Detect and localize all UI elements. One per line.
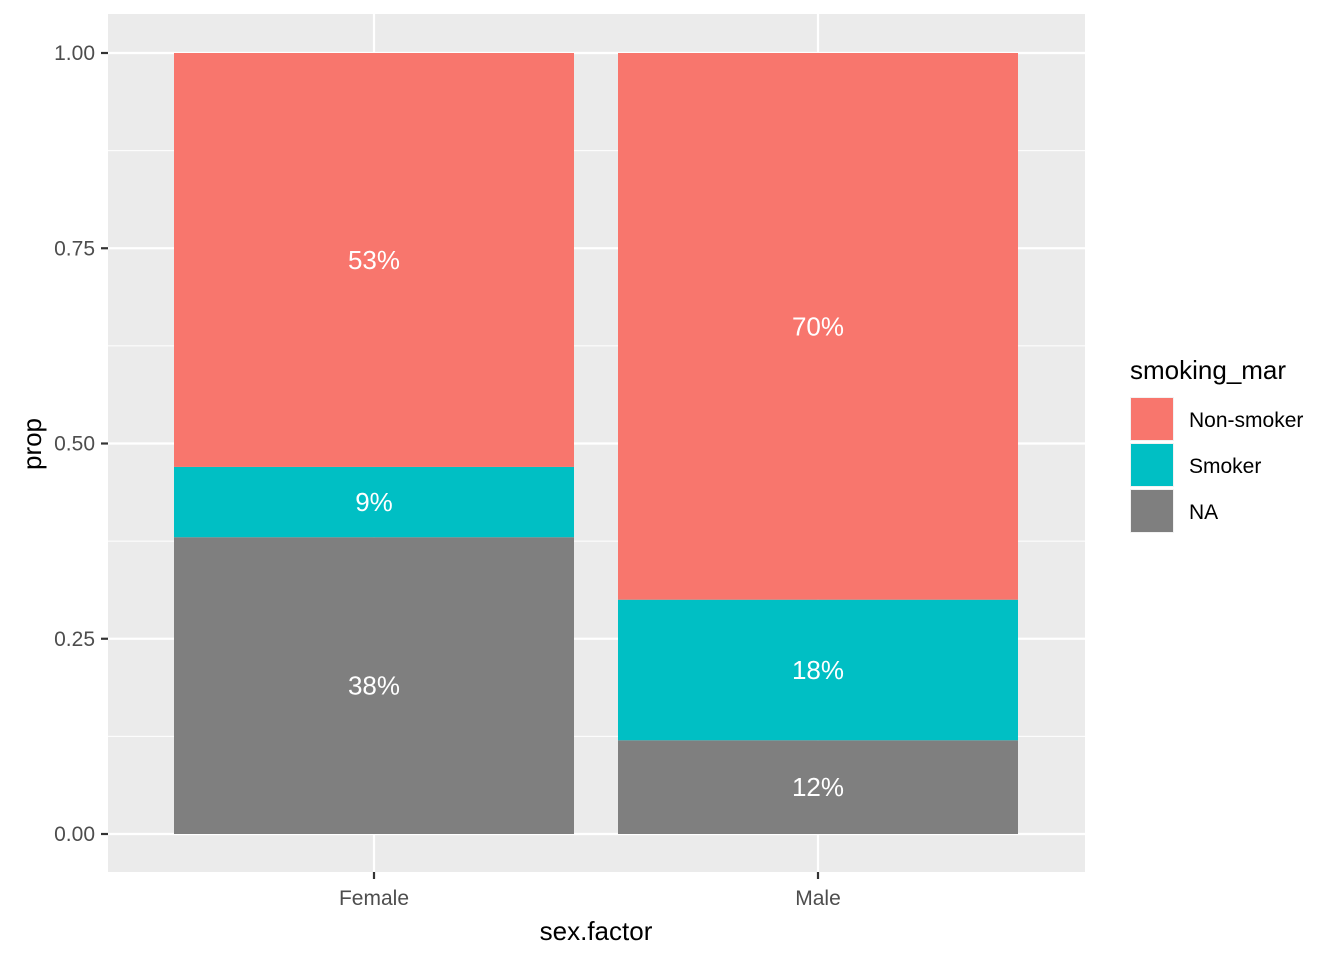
legend-label: Non-smoker	[1189, 409, 1303, 432]
legend-label: Smoker	[1189, 455, 1261, 478]
y-tick-label: 0.50	[54, 433, 95, 456]
bar-segments	[174, 53, 1018, 834]
y-tick-label: 1.00	[54, 42, 95, 65]
bar-segment-female-smoker	[174, 466, 574, 538]
legend-key-swatch	[1131, 490, 1173, 532]
legend-title: smoking_mar	[1130, 355, 1286, 385]
bar-value-label: 53%	[348, 245, 400, 275]
y-tick-label: 0.00	[54, 823, 95, 846]
bar-value-label: 9%	[355, 487, 393, 517]
legend: smoking_mar Non-smoker Smoker NA	[1130, 355, 1303, 533]
bar-segment-male-na	[618, 740, 1018, 834]
bar-segment-male-smoker	[618, 599, 1018, 741]
bar-segment-female-non-smoker	[174, 53, 574, 467]
x-axis: Female Male	[339, 872, 841, 910]
x-tick-label: Female	[339, 887, 409, 910]
bar-value-label: 12%	[792, 772, 844, 802]
y-tick-label: 0.25	[54, 628, 95, 651]
bar-segment-male-non-smoker	[618, 53, 1018, 600]
y-axis: 0.00 0.25 0.50 0.75 1.00	[54, 42, 108, 846]
legend-label: NA	[1189, 501, 1218, 524]
bar-segment-female-na	[174, 537, 574, 834]
bar-value-label: 70%	[792, 311, 844, 341]
bar-value-label: 18%	[792, 655, 844, 685]
y-axis-title: prop	[17, 418, 47, 470]
bar-value-label: 38%	[348, 671, 400, 701]
x-axis-title: sex.factor	[540, 916, 653, 946]
y-tick-label: 0.75	[54, 237, 95, 260]
legend-key-swatch	[1131, 444, 1173, 486]
legend-key-swatch	[1131, 398, 1173, 440]
bar-value-labels: 38% 9% 53% 12% 18% 70%	[348, 245, 844, 802]
x-tick-label: Male	[795, 887, 841, 910]
